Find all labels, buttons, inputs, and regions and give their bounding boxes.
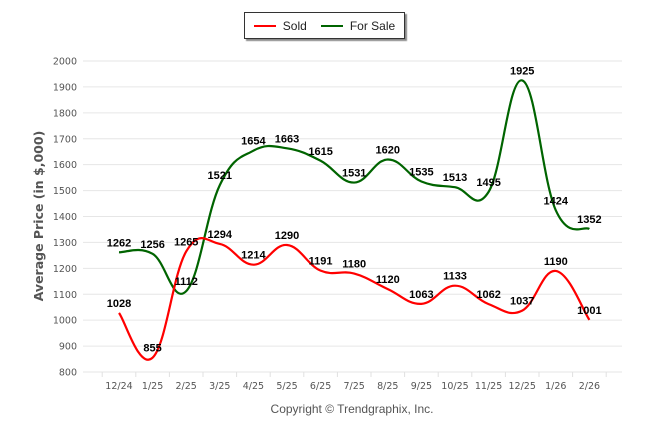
x-tick-label: 1/25 bbox=[142, 381, 163, 392]
y-axis-ticks: 800 900 1000 1100 1200 1300 1400 1500 1600 1700 18… bbox=[53, 57, 77, 379]
legend-item-sold[interactable]: Sold bbox=[253, 18, 307, 33]
data-label-sold: 1190 bbox=[544, 256, 568, 268]
data-label-for-sale: 1352 bbox=[577, 214, 601, 226]
y-tick-label: 1600 bbox=[53, 160, 77, 171]
data-label-sold: 1290 bbox=[275, 230, 299, 242]
x-tick-label: 1/26 bbox=[545, 381, 566, 392]
series-line-sold bbox=[118, 237, 591, 361]
data-label-for-sale: 1495 bbox=[476, 177, 500, 189]
x-tick-label: 11/25 bbox=[475, 381, 502, 392]
data-label-sold: 1037 bbox=[510, 296, 534, 308]
legend-label-sold: Sold bbox=[282, 18, 307, 33]
series-line-for-sale bbox=[118, 79, 590, 295]
data-label-sold: 1294 bbox=[208, 229, 233, 241]
copyright-footer: Copyright © Trendgraphix, Inc. bbox=[271, 402, 434, 416]
data-label-sold: 1191 bbox=[309, 256, 333, 268]
data-label-for-sale: 1256 bbox=[140, 239, 164, 251]
legend-swatch-for-sale bbox=[320, 24, 343, 27]
y-tick-label: 1300 bbox=[53, 238, 77, 249]
x-tick-label: 2/26 bbox=[579, 381, 600, 392]
data-label-sold: 1001 bbox=[577, 305, 601, 317]
data-label-sold: 1120 bbox=[376, 274, 400, 286]
data-label-for-sale: 1663 bbox=[275, 133, 299, 145]
data-label-for-sale: 1262 bbox=[107, 237, 131, 249]
y-tick-label: 1500 bbox=[53, 186, 77, 197]
x-tick-label: 7/25 bbox=[344, 381, 365, 392]
y-tick-label: 1000 bbox=[53, 316, 77, 327]
data-label-sold: 1214 bbox=[241, 250, 266, 262]
data-label-sold: 1028 bbox=[107, 298, 131, 310]
data-label-for-sale: 1925 bbox=[510, 65, 534, 77]
gridlines bbox=[83, 60, 622, 373]
x-tick-label: 12/25 bbox=[509, 381, 536, 392]
data-label-sold: 1265 bbox=[174, 236, 198, 248]
series-lines bbox=[118, 79, 591, 361]
y-tick-label: 1700 bbox=[53, 134, 77, 145]
legend-swatch-sold bbox=[253, 24, 276, 27]
data-label-for-sale: 1112 bbox=[175, 276, 198, 288]
x-tick-label: 9/25 bbox=[411, 381, 432, 392]
data-label-for-sale: 1521 bbox=[208, 170, 232, 182]
data-label-for-sale: 1535 bbox=[409, 167, 433, 179]
y-tick-label: 1800 bbox=[53, 108, 77, 119]
y-tick-label: 1400 bbox=[53, 212, 77, 223]
data-label-for-sale: 1424 bbox=[544, 195, 569, 207]
x-tick-label: 3/25 bbox=[209, 381, 230, 392]
data-label-for-sale: 1615 bbox=[308, 146, 332, 158]
data-label-for-sale: 1513 bbox=[443, 172, 467, 184]
y-tick-label: 1900 bbox=[53, 82, 77, 93]
x-tick-label: 5/25 bbox=[276, 381, 297, 392]
data-label-sold: 855 bbox=[143, 343, 161, 355]
data-label-sold: 1180 bbox=[342, 259, 366, 271]
data-label-for-sale: 1620 bbox=[376, 144, 400, 156]
x-tick-label: 10/25 bbox=[441, 381, 468, 392]
y-tick-label: 1100 bbox=[53, 290, 77, 301]
y-tick-label: 900 bbox=[59, 342, 77, 353]
x-tick-label: 8/25 bbox=[377, 381, 398, 392]
data-label-for-sale: 1531 bbox=[342, 168, 366, 180]
data-label-sold: 1062 bbox=[476, 289, 500, 301]
data-label-for-sale: 1654 bbox=[241, 136, 266, 148]
legend: Sold For Sale bbox=[244, 12, 405, 39]
data-label-sold: 1133 bbox=[443, 271, 467, 283]
y-tick-label: 800 bbox=[59, 368, 77, 379]
x-tick-label: 2/25 bbox=[176, 381, 197, 392]
x-tick-label: 4/25 bbox=[243, 381, 264, 392]
data-label-sold: 1063 bbox=[409, 289, 433, 301]
x-tick-label: 6/25 bbox=[310, 381, 331, 392]
data-labels: 1028 855 1265 1294 1214 1290 1191 1180 1120 1063 1… bbox=[107, 65, 602, 354]
y-tick-label: 1200 bbox=[53, 264, 77, 275]
x-tick-label: 12/24 bbox=[105, 381, 132, 392]
x-axis-ticks: 12/24 1/25 2/25 3/25 4/25 5/25 6/25 7/25 8/25 9/2… bbox=[101, 372, 607, 392]
legend-item-for-sale[interactable]: For Sale bbox=[320, 18, 396, 33]
legend-label-for-sale: For Sale bbox=[349, 18, 396, 33]
y-axis-label: Average Price (in $,000) bbox=[31, 131, 46, 302]
y-tick-label: 2000 bbox=[53, 57, 77, 68]
